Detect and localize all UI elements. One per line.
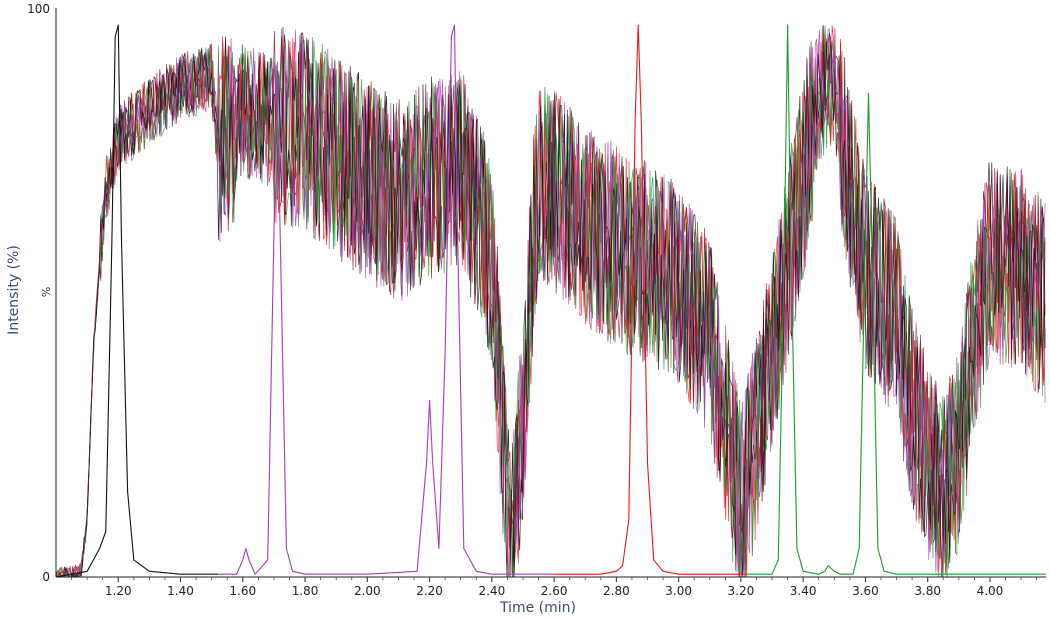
x-tick-label: 2.60 (541, 584, 568, 598)
x-tick-label: 2.00 (354, 584, 381, 598)
noise-traces (55, 25, 1046, 579)
y-tick-label-bottom: 0 (42, 570, 50, 584)
x-tick-label: 3.60 (852, 584, 879, 598)
x-tick-label: 2.20 (416, 584, 443, 598)
peak-series-green (747, 24, 1046, 575)
x-tick-label: 2.40 (478, 584, 505, 598)
x-tick-label: 2.80 (603, 584, 630, 598)
y-axis-title: Intensity (%) (6, 245, 22, 335)
x-tick-label: 1.40 (167, 584, 194, 598)
x-tick-label: 3.80 (914, 584, 941, 598)
x-tick-label: 3.00 (665, 584, 692, 598)
x-tick-label: 4.00 (977, 584, 1004, 598)
x-tick-marks (71, 577, 1038, 582)
x-tick-label: 1.20 (105, 584, 132, 598)
x-axis-title: Time (min) (499, 600, 576, 616)
x-tick-label: 1.80 (292, 584, 319, 598)
peak-series-purple (217, 24, 555, 575)
y-tick-label-top: 100 (27, 2, 50, 16)
tick-labels: 1.20 1.40 1.60 1.80 2.00 2.20 2.40 2.60 2.80 3.00… (105, 584, 1003, 598)
peak-series-black (55, 24, 218, 578)
x-tick-label: 1.60 (229, 584, 256, 598)
noise-trace-purple (56, 32, 1046, 578)
y-mid-percent-label: % (40, 287, 53, 297)
x-tick-label: 3.20 (728, 584, 755, 598)
noise-trace-black (56, 25, 1046, 578)
x-tick-label: 3.40 (790, 584, 817, 598)
peak-series-red (554, 24, 748, 575)
series-lines (55, 24, 1046, 578)
